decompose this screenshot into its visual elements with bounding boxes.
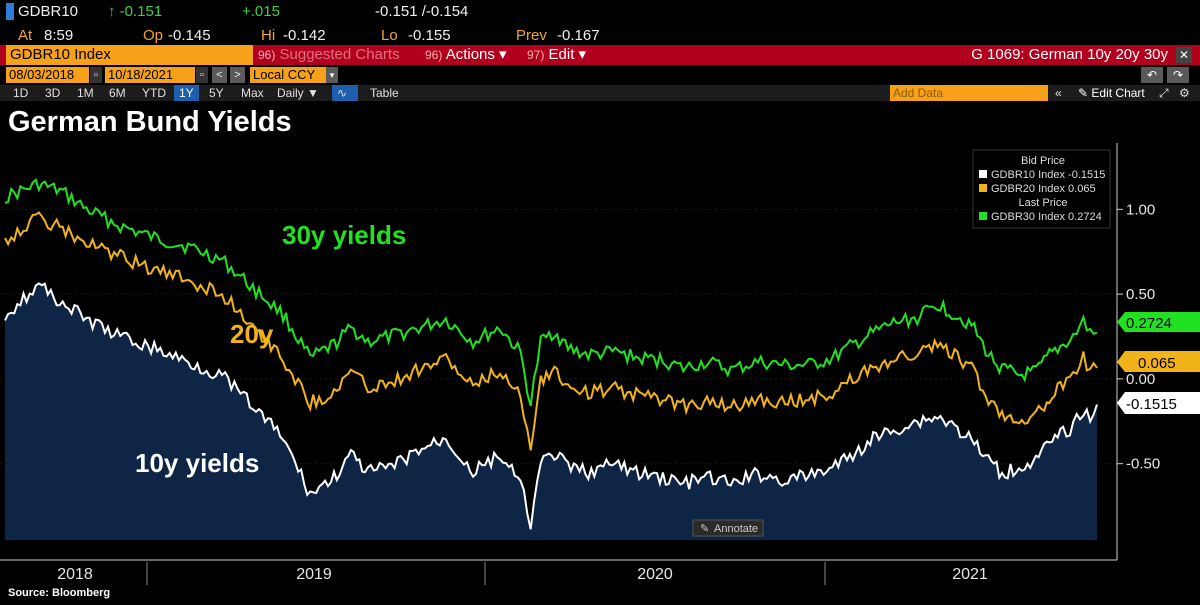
date-range-bar: 08/03/2018 ▫ 10/18/2021 ▫ < > Local CCY … — [0, 66, 1200, 84]
frequency-select[interactable]: Daily ▼ — [277, 86, 319, 100]
close-icon[interactable]: ✕ — [1176, 47, 1192, 63]
x-year-label: 2021 — [952, 566, 988, 583]
start-calendar-icon[interactable]: ▫ — [90, 67, 102, 83]
edit-label: Edit ▾ — [548, 46, 587, 63]
legend: Bid Price GDBR10 Index -0.1515 GDBR20 In… — [972, 149, 1111, 229]
add-data-input[interactable]: Add Data — [890, 85, 1048, 101]
series-20y-line — [4, 211, 1098, 451]
range-1d[interactable]: 1D — [13, 86, 29, 100]
ticker: GDBR10 — [18, 3, 79, 20]
series-10y-line — [4, 282, 1098, 530]
high-label: Hi — [261, 27, 276, 44]
last-tag-10y: -0.1515 — [1117, 392, 1200, 414]
legend-swatch-10y — [979, 170, 987, 178]
edit-number: 97) — [527, 48, 545, 62]
actions-number: 96) — [425, 48, 443, 62]
x-year-label: 2020 — [637, 566, 673, 583]
y-ticks: 1.00 0.50 0.00 -0.50 — [1117, 201, 1160, 473]
suggested-number: 96) — [258, 48, 276, 62]
last-tag-20y: 0.065 — [1117, 351, 1200, 372]
currency-value: Local CCY — [253, 67, 316, 82]
last-change: ↑ -0.151 — [108, 3, 163, 20]
high-value: -0.142 — [283, 27, 326, 44]
last-value-10y: -0.1515 — [1126, 396, 1177, 413]
actions-button[interactable]: 96) Actions ▾ — [425, 45, 507, 65]
legend-entry-10y: GDBR10 Index -0.1515 — [991, 169, 1105, 181]
legend-entry-30y: GDBR30 Index 0.2724 — [991, 211, 1102, 223]
edit-button[interactable]: 97) Edit ▾ — [527, 45, 586, 65]
net-change: +.015 — [242, 3, 280, 20]
function-bar: GDBR10 Index 96) Suggested Charts 96) Ac… — [0, 45, 1200, 65]
ticker-marker — [6, 3, 14, 20]
start-date-input[interactable]: 08/03/2018 — [6, 67, 89, 83]
actions-label: Actions ▾ — [445, 46, 507, 63]
quote-header: GDBR10 ↑ -0.151 +.015 -0.151 /-0.154 — [0, 0, 1200, 24]
quote-stats: At 8:59 Op -0.145 Hi -0.142 Lo -0.155 Pr… — [0, 24, 1200, 44]
edit-chart-button[interactable]: ✎ Edit Chart — [1078, 86, 1145, 100]
chevron-down-icon: ▾ — [326, 67, 338, 83]
label-30y: 30y yields — [282, 220, 406, 250]
legend-swatch-20y — [979, 184, 987, 192]
at-label: At — [18, 27, 33, 44]
source-note: Source: Bloomberg — [8, 587, 111, 599]
table-button[interactable]: Table — [370, 86, 399, 100]
range-6m[interactable]: 6M — [109, 86, 126, 100]
bid-ask: -0.151 /-0.154 — [375, 3, 469, 20]
series-30y-line — [4, 178, 1098, 407]
prev-period-button[interactable]: < — [212, 67, 227, 83]
legend-entry-20y: GDBR20 Index 0.065 — [991, 183, 1096, 195]
range-3d[interactable]: 3D — [45, 86, 61, 100]
suggested-label: Suggested Charts — [279, 46, 400, 63]
year-dividers — [146, 562, 826, 585]
next-period-button[interactable]: > — [230, 67, 245, 83]
undo-icon[interactable]: ↶ — [1141, 67, 1163, 83]
low-value: -0.155 — [408, 27, 451, 44]
chart-title: German Bund Yields — [8, 106, 292, 138]
currency-select[interactable]: Local CCY ▾ — [250, 67, 338, 83]
security-input[interactable]: GDBR10 Index — [6, 45, 253, 65]
open-label: Op — [143, 27, 164, 44]
range-toolbar: 1D 3D 1M 6M YTD 1Y 5Y Max Daily ▼ ∿ Tabl… — [0, 85, 1200, 101]
annotate-label: Annotate — [714, 523, 758, 535]
y-tick-label: 0.00 — [1126, 371, 1155, 388]
range-ytd[interactable]: YTD — [142, 86, 166, 100]
y-tick-label: 0.50 — [1126, 286, 1155, 303]
collapse-icon[interactable]: « — [1055, 86, 1062, 100]
low-label: Lo — [381, 27, 398, 44]
x-year-label: 2019 — [296, 566, 332, 583]
open-value: -0.145 — [168, 27, 211, 44]
range-1y[interactable]: 1Y — [174, 85, 199, 101]
chart-options-icon[interactable]: ⚙ — [1179, 86, 1190, 100]
line-chart-icon[interactable]: ∿ — [332, 85, 358, 101]
suggested-charts-button[interactable]: 96) Suggested Charts — [258, 45, 400, 65]
label-10y: 10y yields — [135, 448, 259, 478]
annotate-pencil-icon: ✎ — [700, 523, 709, 535]
year-labels: 2018 2019 2020 2021 — [57, 566, 988, 583]
end-calendar-icon[interactable]: ▫ — [196, 67, 208, 83]
last-tag-30y: 0.2724 — [1117, 312, 1200, 332]
prev-label: Prev — [516, 27, 547, 44]
last-value-30y: 0.2724 — [1126, 315, 1172, 332]
end-date-input[interactable]: 10/18/2021 — [105, 67, 195, 83]
x-year-label: 2018 — [57, 566, 93, 583]
y-tick-label: -0.50 — [1126, 456, 1160, 473]
page-title: G 1069: German 10y 20y 30y — [971, 46, 1168, 63]
chart-settings-icon[interactable]: ⤢ — [1159, 86, 1169, 100]
redo-icon[interactable]: ↷ — [1167, 67, 1189, 83]
legend-heading-last: Last Price — [1019, 197, 1068, 209]
range-1m[interactable]: 1M — [77, 86, 94, 100]
prev-value: -0.167 — [557, 27, 600, 44]
last-value-20y: 0.065 — [1138, 355, 1176, 372]
range-max[interactable]: Max — [241, 86, 264, 100]
area-10y — [5, 283, 1097, 540]
annotate-button[interactable]: ✎ Annotate — [692, 519, 764, 537]
legend-swatch-30y — [979, 212, 987, 220]
y-tick-label: 1.00 — [1126, 201, 1155, 218]
legend-heading-bid: Bid Price — [1021, 155, 1065, 167]
range-5y[interactable]: 5Y — [209, 86, 224, 100]
at-time: 8:59 — [44, 27, 74, 44]
label-20y: 20y — [230, 319, 274, 349]
